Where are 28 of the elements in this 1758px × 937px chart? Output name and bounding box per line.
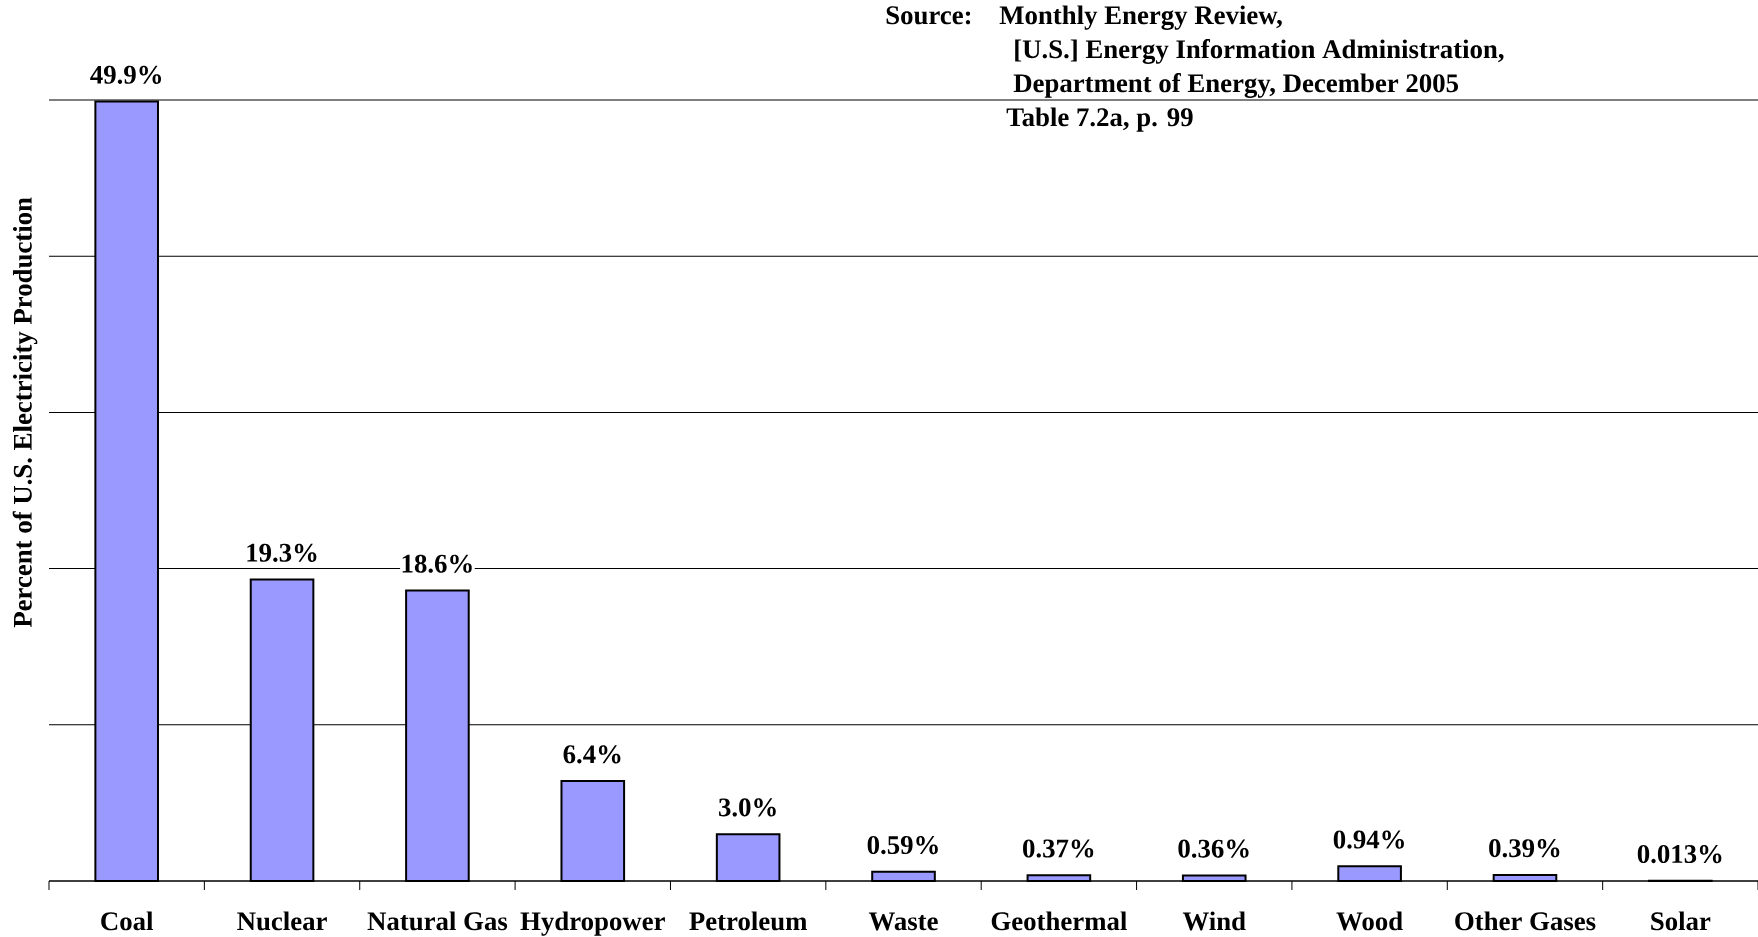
data-label: 3.0% (719, 798, 776, 817)
x-tick-label: Hydropower (520, 911, 665, 936)
annotation: Table 7.2a, p. 99 (1006, 107, 1193, 132)
data-label: 0.37% (1023, 839, 1094, 858)
x-tick-label: Petroleum (689, 911, 807, 931)
source-note: Source: (886, 6, 971, 25)
x-tick-label: Coal (101, 911, 154, 931)
x-tick-label: Solar (1651, 911, 1711, 931)
data-label: 18.6% (402, 554, 472, 573)
text: Department of Energy, December 2005 (1013, 73, 1459, 98)
text: [U.S.] Energy Information Administration, (1015, 39, 1504, 64)
x-tick-label: Other Gases (1455, 911, 1596, 931)
data-label: 0.94% (1333, 830, 1404, 849)
y-axis-title: Percent of U.S. Electricity Production (12, 197, 38, 628)
data-label: 0.59% (867, 835, 938, 855)
x-tick-label: Nuclear (237, 911, 327, 931)
data-label: 0.36% (1178, 839, 1249, 858)
x-tick-label: Wind (1182, 911, 1246, 931)
data-label: 6.4% (563, 745, 621, 764)
data-label: 0.39% (1489, 839, 1560, 858)
x-tick-label: Wood (1336, 911, 1403, 931)
x-tick-label: Natural Gas (367, 911, 508, 931)
data-label: 49.9% (90, 65, 162, 84)
x-tick-label: Geothermal (991, 911, 1127, 931)
x-tick-label: Waste (868, 912, 938, 931)
data-label: 19.3% (247, 543, 317, 562)
data-label: 0.013% (1637, 844, 1722, 864)
text: Monthly Energy Review, (999, 5, 1282, 30)
